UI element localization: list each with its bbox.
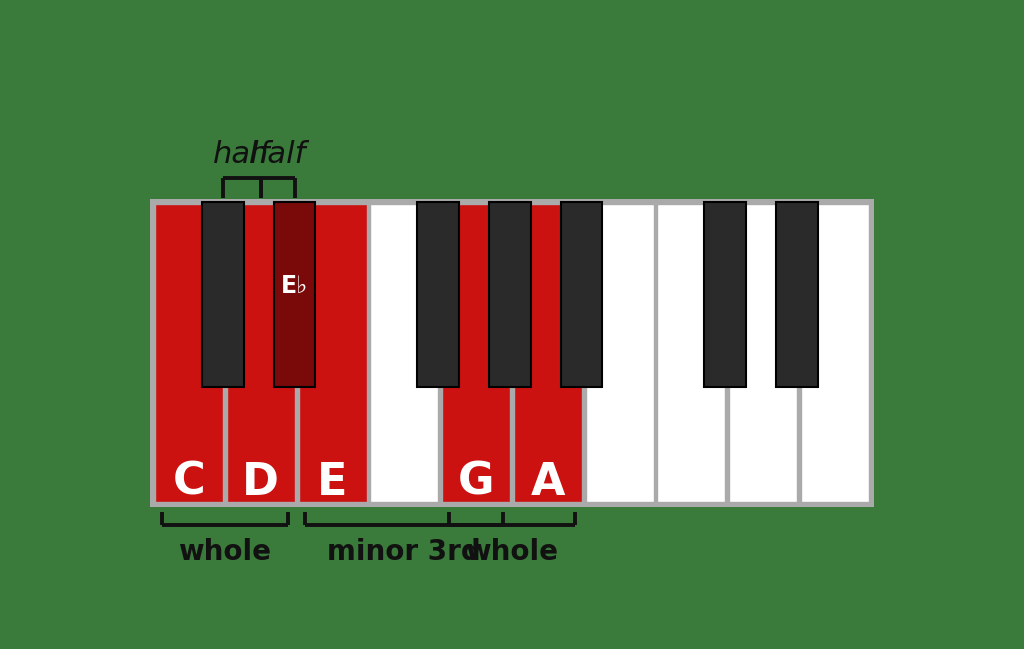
Bar bbox=[155, 204, 223, 502]
Text: half: half bbox=[213, 140, 270, 169]
Bar bbox=[299, 204, 367, 502]
Bar bbox=[226, 204, 295, 502]
Bar bbox=[489, 202, 530, 387]
Text: C: C bbox=[173, 461, 206, 504]
Bar bbox=[514, 204, 582, 502]
Text: whole: whole bbox=[466, 538, 558, 566]
Text: E♭: E♭ bbox=[281, 275, 308, 298]
Bar bbox=[202, 202, 244, 387]
Text: half: half bbox=[249, 140, 306, 169]
Text: A: A bbox=[530, 461, 565, 504]
Bar bbox=[273, 202, 315, 387]
Bar bbox=[417, 202, 459, 387]
Bar bbox=[801, 204, 869, 502]
Bar bbox=[729, 204, 798, 502]
Bar bbox=[561, 202, 602, 387]
Text: whole: whole bbox=[178, 538, 271, 566]
Text: G: G bbox=[458, 461, 495, 504]
Text: E: E bbox=[317, 461, 348, 504]
Text: D: D bbox=[243, 461, 280, 504]
Bar bbox=[657, 204, 725, 502]
Bar bbox=[705, 202, 745, 387]
Bar bbox=[442, 204, 510, 502]
Bar bbox=[586, 204, 653, 502]
Bar bbox=[151, 199, 873, 506]
Text: minor 3rd: minor 3rd bbox=[328, 538, 481, 566]
Bar bbox=[371, 204, 438, 502]
Bar bbox=[776, 202, 818, 387]
